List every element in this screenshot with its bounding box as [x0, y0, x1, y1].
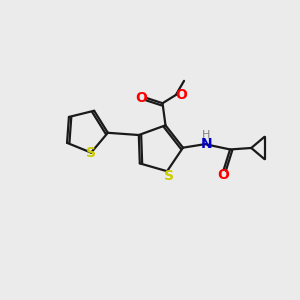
Text: S: S: [164, 169, 174, 183]
Text: O: O: [218, 168, 230, 182]
Text: O: O: [135, 91, 147, 105]
Text: N: N: [201, 137, 212, 151]
Text: S: S: [86, 146, 96, 160]
Text: H: H: [202, 130, 211, 140]
Text: O: O: [175, 88, 187, 102]
